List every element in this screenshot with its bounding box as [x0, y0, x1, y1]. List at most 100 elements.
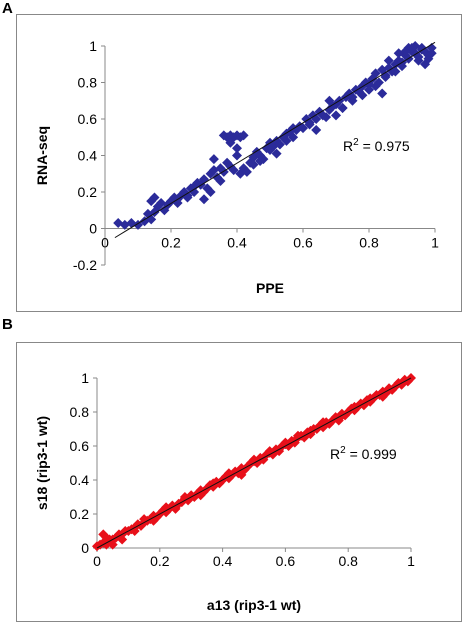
- y-tick-label: 0: [81, 540, 89, 556]
- data-point: [288, 132, 299, 143]
- data-point: [189, 187, 200, 197]
- data-point: [255, 155, 266, 166]
- data-point: [101, 539, 112, 550]
- y-tick-label: -0.2: [73, 257, 97, 273]
- data-point: [149, 192, 160, 203]
- x-tick-label: 0.4: [213, 553, 233, 569]
- r-squared-prefix: R: [343, 138, 353, 154]
- r-squared-value: = 0.999: [346, 446, 397, 462]
- data-point: [298, 123, 308, 134]
- data-point: [208, 154, 219, 165]
- data-point: [238, 130, 249, 141]
- r-squared-sup: 2: [353, 137, 359, 148]
- data-point: [324, 418, 335, 429]
- data-point: [324, 95, 335, 106]
- data-point: [215, 176, 226, 187]
- data-point: [377, 88, 388, 99]
- data-point: [337, 103, 348, 114]
- data-point: [129, 526, 140, 536]
- x-tick-label: 0.6: [293, 235, 313, 251]
- y-tick-label: 0.4: [70, 472, 90, 488]
- r-squared-label: R2 = 0.999: [330, 445, 397, 462]
- data-point: [161, 507, 172, 518]
- x-axis-title: a13 (rip3-1 wt): [207, 597, 301, 613]
- data-point: [318, 417, 329, 428]
- data-point: [393, 48, 404, 59]
- data-point: [101, 532, 112, 543]
- y-tick-label: 0.4: [78, 148, 98, 164]
- data-point: [357, 90, 368, 101]
- data-point: [199, 194, 209, 205]
- chart-panel-b: 0 0.2 0.4 0.6 0.8 1 0 0.2 0.4 0.6 0.8 1 R2 = 0.999 a1…: [16, 342, 462, 622]
- data-point: [232, 143, 242, 154]
- data-point: [387, 384, 398, 395]
- data-point: [225, 137, 236, 148]
- data-point: [311, 124, 322, 135]
- r-squared-sup: 2: [340, 445, 346, 456]
- y-tick-label: 0.8: [78, 75, 98, 91]
- x-tick-label: 1: [407, 553, 415, 569]
- data-point: [321, 112, 332, 123]
- data-point: [161, 502, 172, 513]
- data-point: [248, 159, 259, 170]
- x-tick-label: 0: [93, 553, 101, 569]
- scatter-plot-b: 0 0.2 0.4 0.6 0.8 1 0 0.2 0.4 0.6 0.8 1 R2 = 0.999 a1…: [34, 370, 416, 613]
- data-point: [370, 68, 381, 79]
- data-point: [236, 469, 247, 480]
- trend-line: [114, 41, 436, 239]
- data-point: [402, 376, 413, 387]
- trend-line: [96, 377, 412, 549]
- data-point: [271, 148, 282, 159]
- r-squared-value: = 0.975: [359, 138, 410, 154]
- data-point: [370, 81, 381, 92]
- x-tick-label: 0.2: [150, 553, 170, 569]
- data-point: [364, 84, 374, 95]
- data-point: [331, 110, 341, 121]
- data-point: [265, 145, 275, 156]
- data-point: [249, 454, 259, 465]
- data-point: [264, 446, 275, 457]
- y-tick-label: 1: [81, 370, 89, 386]
- data-point: [195, 490, 206, 501]
- x-axis-title: PPE: [256, 280, 284, 296]
- data-point: [406, 42, 417, 53]
- data-point: [223, 468, 234, 479]
- y-axis-title: s18 (rip3-1 wt): [34, 416, 50, 510]
- y-tick-label: 1: [89, 38, 97, 54]
- data-point: [98, 529, 109, 540]
- r-squared-label: R2 = 0.975: [343, 137, 410, 154]
- y-axis-title: RNA-seq: [34, 126, 50, 185]
- data-point: [305, 425, 316, 436]
- y-tick-label: 0.8: [70, 404, 90, 420]
- data-point: [241, 166, 252, 177]
- data-point: [139, 216, 150, 227]
- data-point: [318, 422, 329, 433]
- data-point: [232, 150, 242, 161]
- y-tick-label: 0.2: [78, 184, 98, 200]
- data-point: [390, 66, 401, 77]
- data-point: [189, 181, 200, 192]
- data-point: [117, 534, 128, 545]
- data-point: [383, 55, 394, 66]
- data-point: [340, 410, 351, 421]
- x-tick-label: 0: [101, 235, 109, 251]
- data-point: [426, 48, 437, 59]
- data-point: [223, 473, 234, 484]
- y-tick-label: 0.6: [78, 111, 98, 127]
- panel-label-b: B: [2, 316, 13, 333]
- data-point: [304, 119, 315, 130]
- x-tick-label: 0.2: [161, 235, 181, 251]
- data-point: [261, 143, 272, 154]
- data-point: [228, 165, 239, 176]
- data-point: [205, 187, 216, 197]
- y-tick-label: 0: [89, 221, 97, 237]
- data-point: [148, 515, 159, 526]
- data-point: [413, 55, 424, 66]
- r-squared-prefix: R: [330, 446, 340, 462]
- x-tick-label: 1: [431, 235, 439, 251]
- chart-panel-a: 0 0.2 0.4 0.6 0.8 1 -0.2 0 0.2 0.4 0.6 0.8 1 R2 = 0.9…: [16, 14, 462, 312]
- data-point: [107, 539, 118, 550]
- data-point: [281, 135, 292, 146]
- data-point: [416, 42, 427, 53]
- x-tick-label: 0.8: [338, 553, 358, 569]
